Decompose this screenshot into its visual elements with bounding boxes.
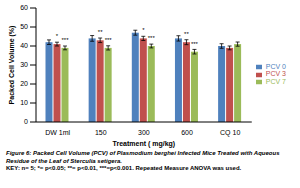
html-text:KEY: n= 5; *= p<0.05; **= p<0.: KEY: n= 5; *= p<0.05; **= p<0.01, ***=p<… [6,165,242,171]
svg-text:50: 50 [20,23,28,30]
svg-text:150: 150 [95,129,107,136]
svg-text:**: ** [98,29,103,35]
svg-text:10: 10 [20,99,28,106]
svg-text:0: 0 [24,118,28,125]
svg-text:30: 30 [20,61,28,68]
svg-text:Packed Cell Volume (%): Packed Cell Volume (%) [8,26,16,105]
html-text:PCV 0: PCV 0 [265,63,286,71]
html-text:PCV 3: PCV 3 [265,70,286,78]
svg-text:600: 600 [181,129,193,136]
html-text:Figure 6: Packed Cell Volume (: Figure 6: Packed Cell Volume (PCV) of Pl… [6,150,280,164]
svg-text:300: 300 [138,129,150,136]
svg-text:DW 1ml: DW 1ml [45,129,70,136]
svg-text:*: * [142,27,145,33]
svg-text:***: *** [191,41,199,47]
svg-text:40: 40 [20,42,28,49]
svg-text:**: ** [184,31,189,37]
svg-text:***: *** [105,37,113,43]
svg-text:CQ 10: CQ 10 [220,129,240,137]
svg-text:Treatment ( mg/kg): Treatment ( mg/kg) [113,140,176,148]
svg-text:***: *** [61,37,69,43]
svg-text:*: * [56,33,59,39]
svg-text:60: 60 [20,4,28,11]
svg-text:20: 20 [20,80,28,87]
html-text:PCV 7: PCV 7 [265,77,286,85]
svg-text:***: *** [148,35,156,41]
